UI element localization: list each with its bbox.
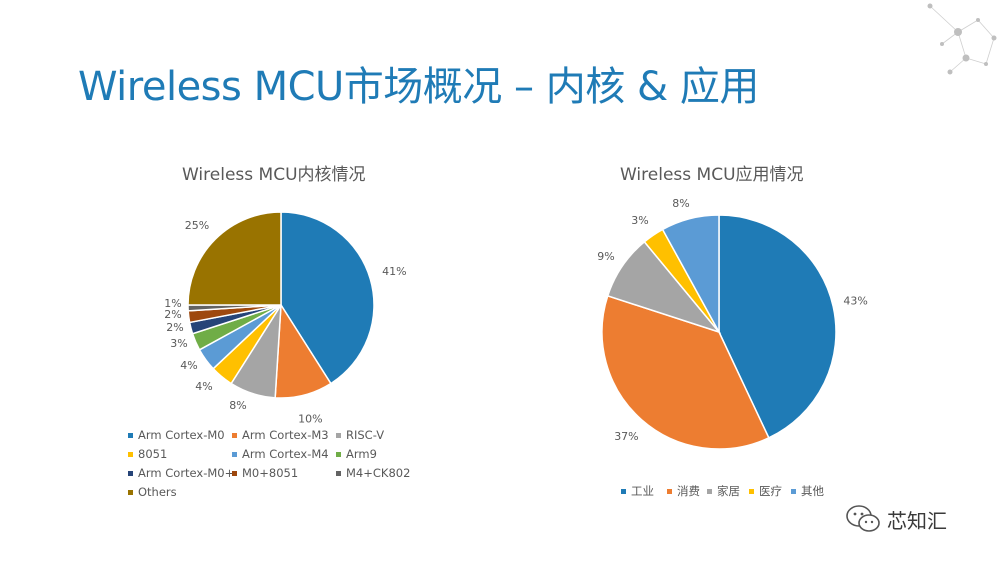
core-chart-title: Wireless MCU内核情况 bbox=[182, 165, 366, 185]
legend-swatch bbox=[128, 470, 133, 476]
legend-item: M4+CK802 bbox=[336, 466, 410, 480]
legend-swatch bbox=[128, 451, 133, 457]
legend-item: 其他 bbox=[791, 483, 824, 499]
legend-item: Arm Cortex-M3 bbox=[232, 428, 329, 442]
slice-data-label: 8% bbox=[672, 197, 689, 210]
legend-swatch bbox=[128, 432, 133, 438]
network-decoration bbox=[927, 3, 997, 75]
legend-swatch bbox=[232, 432, 237, 438]
slice-data-label: 4% bbox=[195, 380, 212, 393]
slice-data-label: 2% bbox=[166, 321, 183, 334]
slice-data-label: 3% bbox=[170, 337, 187, 350]
legend-label: 工业 bbox=[631, 484, 654, 498]
legend-label: Arm Cortex-M3 bbox=[242, 428, 329, 442]
legend-label: Arm9 bbox=[346, 447, 377, 461]
legend-swatch bbox=[707, 488, 712, 494]
legend-label: 家居 bbox=[717, 484, 740, 498]
legend-item: 工业 bbox=[621, 483, 654, 499]
legend-label: Arm Cortex-M4 bbox=[242, 447, 329, 461]
legend-item: RISC-V bbox=[336, 428, 384, 442]
legend-label: 其他 bbox=[801, 484, 824, 498]
legend-swatch bbox=[128, 489, 133, 495]
legend-item: Arm9 bbox=[336, 447, 377, 461]
slice-data-label: 43% bbox=[843, 294, 867, 307]
legend-item: 家居 bbox=[707, 483, 740, 499]
slice-data-label: 1% bbox=[164, 297, 181, 310]
pie-slice bbox=[661, 214, 720, 333]
legend-swatch bbox=[336, 470, 341, 476]
slice-data-label: 41% bbox=[382, 265, 406, 278]
slice-data-label: 9% bbox=[597, 250, 614, 263]
legend-item: 8051 bbox=[128, 447, 167, 461]
slice-data-label: 3% bbox=[631, 214, 648, 227]
legend-label: Others bbox=[138, 485, 177, 499]
legend-label: 消费 bbox=[677, 484, 700, 498]
legend-swatch bbox=[667, 488, 672, 494]
legend-swatch bbox=[621, 488, 626, 494]
legend-swatch bbox=[336, 451, 341, 457]
wechat-icon bbox=[846, 505, 880, 532]
pie-slice bbox=[187, 211, 282, 306]
slice-data-label: 37% bbox=[614, 430, 638, 443]
legend-label: M0+8051 bbox=[242, 466, 299, 480]
watermark-text: 芯知汇 bbox=[887, 508, 947, 533]
core-chart-legend: Arm Cortex-M0 Arm Cortex-M3 RISC-V 8051 Arm … bbox=[128, 428, 428, 508]
slice-data-label: 4% bbox=[180, 359, 197, 372]
slice-data-label: 2% bbox=[164, 308, 181, 321]
slice-data-label: 25% bbox=[185, 219, 209, 232]
legend-item: 医疗 bbox=[749, 483, 782, 499]
legend-swatch bbox=[232, 451, 237, 457]
pie-slice bbox=[601, 294, 770, 450]
legend-label: RISC-V bbox=[346, 428, 385, 442]
legend-label: 医疗 bbox=[759, 484, 782, 498]
pie-slice bbox=[718, 214, 837, 439]
legend-label: Arm Cortex-M0+ bbox=[138, 466, 235, 480]
legend-label: Arm Cortex-M0 bbox=[138, 428, 225, 442]
slice-data-label: 10% bbox=[298, 412, 322, 425]
legend-swatch bbox=[791, 488, 796, 494]
legend-item: Arm Cortex-M4 bbox=[232, 447, 329, 461]
legend-label: M4+CK802 bbox=[346, 466, 411, 480]
legend-swatch bbox=[749, 488, 754, 494]
legend-item: 消费 bbox=[667, 483, 700, 499]
application-chart-title: Wireless MCU应用情况 bbox=[620, 165, 804, 185]
legend-swatch bbox=[232, 470, 237, 476]
watermark: 芯知汇 bbox=[845, 504, 947, 534]
application-chart-legend: 工业 消费 家居 医疗 其他 bbox=[621, 483, 841, 503]
legend-item: Arm Cortex-M0 bbox=[128, 428, 225, 442]
legend-item: M0+8051 bbox=[232, 466, 298, 480]
legend-swatch bbox=[336, 432, 341, 438]
slice-data-label: 8% bbox=[229, 399, 246, 412]
legend-item: Others bbox=[128, 485, 177, 499]
legend-label: 8051 bbox=[138, 447, 168, 461]
slide-title: Wireless MCU市场概况 – 内核 & 应用 bbox=[78, 64, 759, 110]
legend-item: Arm Cortex-M0+ bbox=[128, 466, 234, 480]
